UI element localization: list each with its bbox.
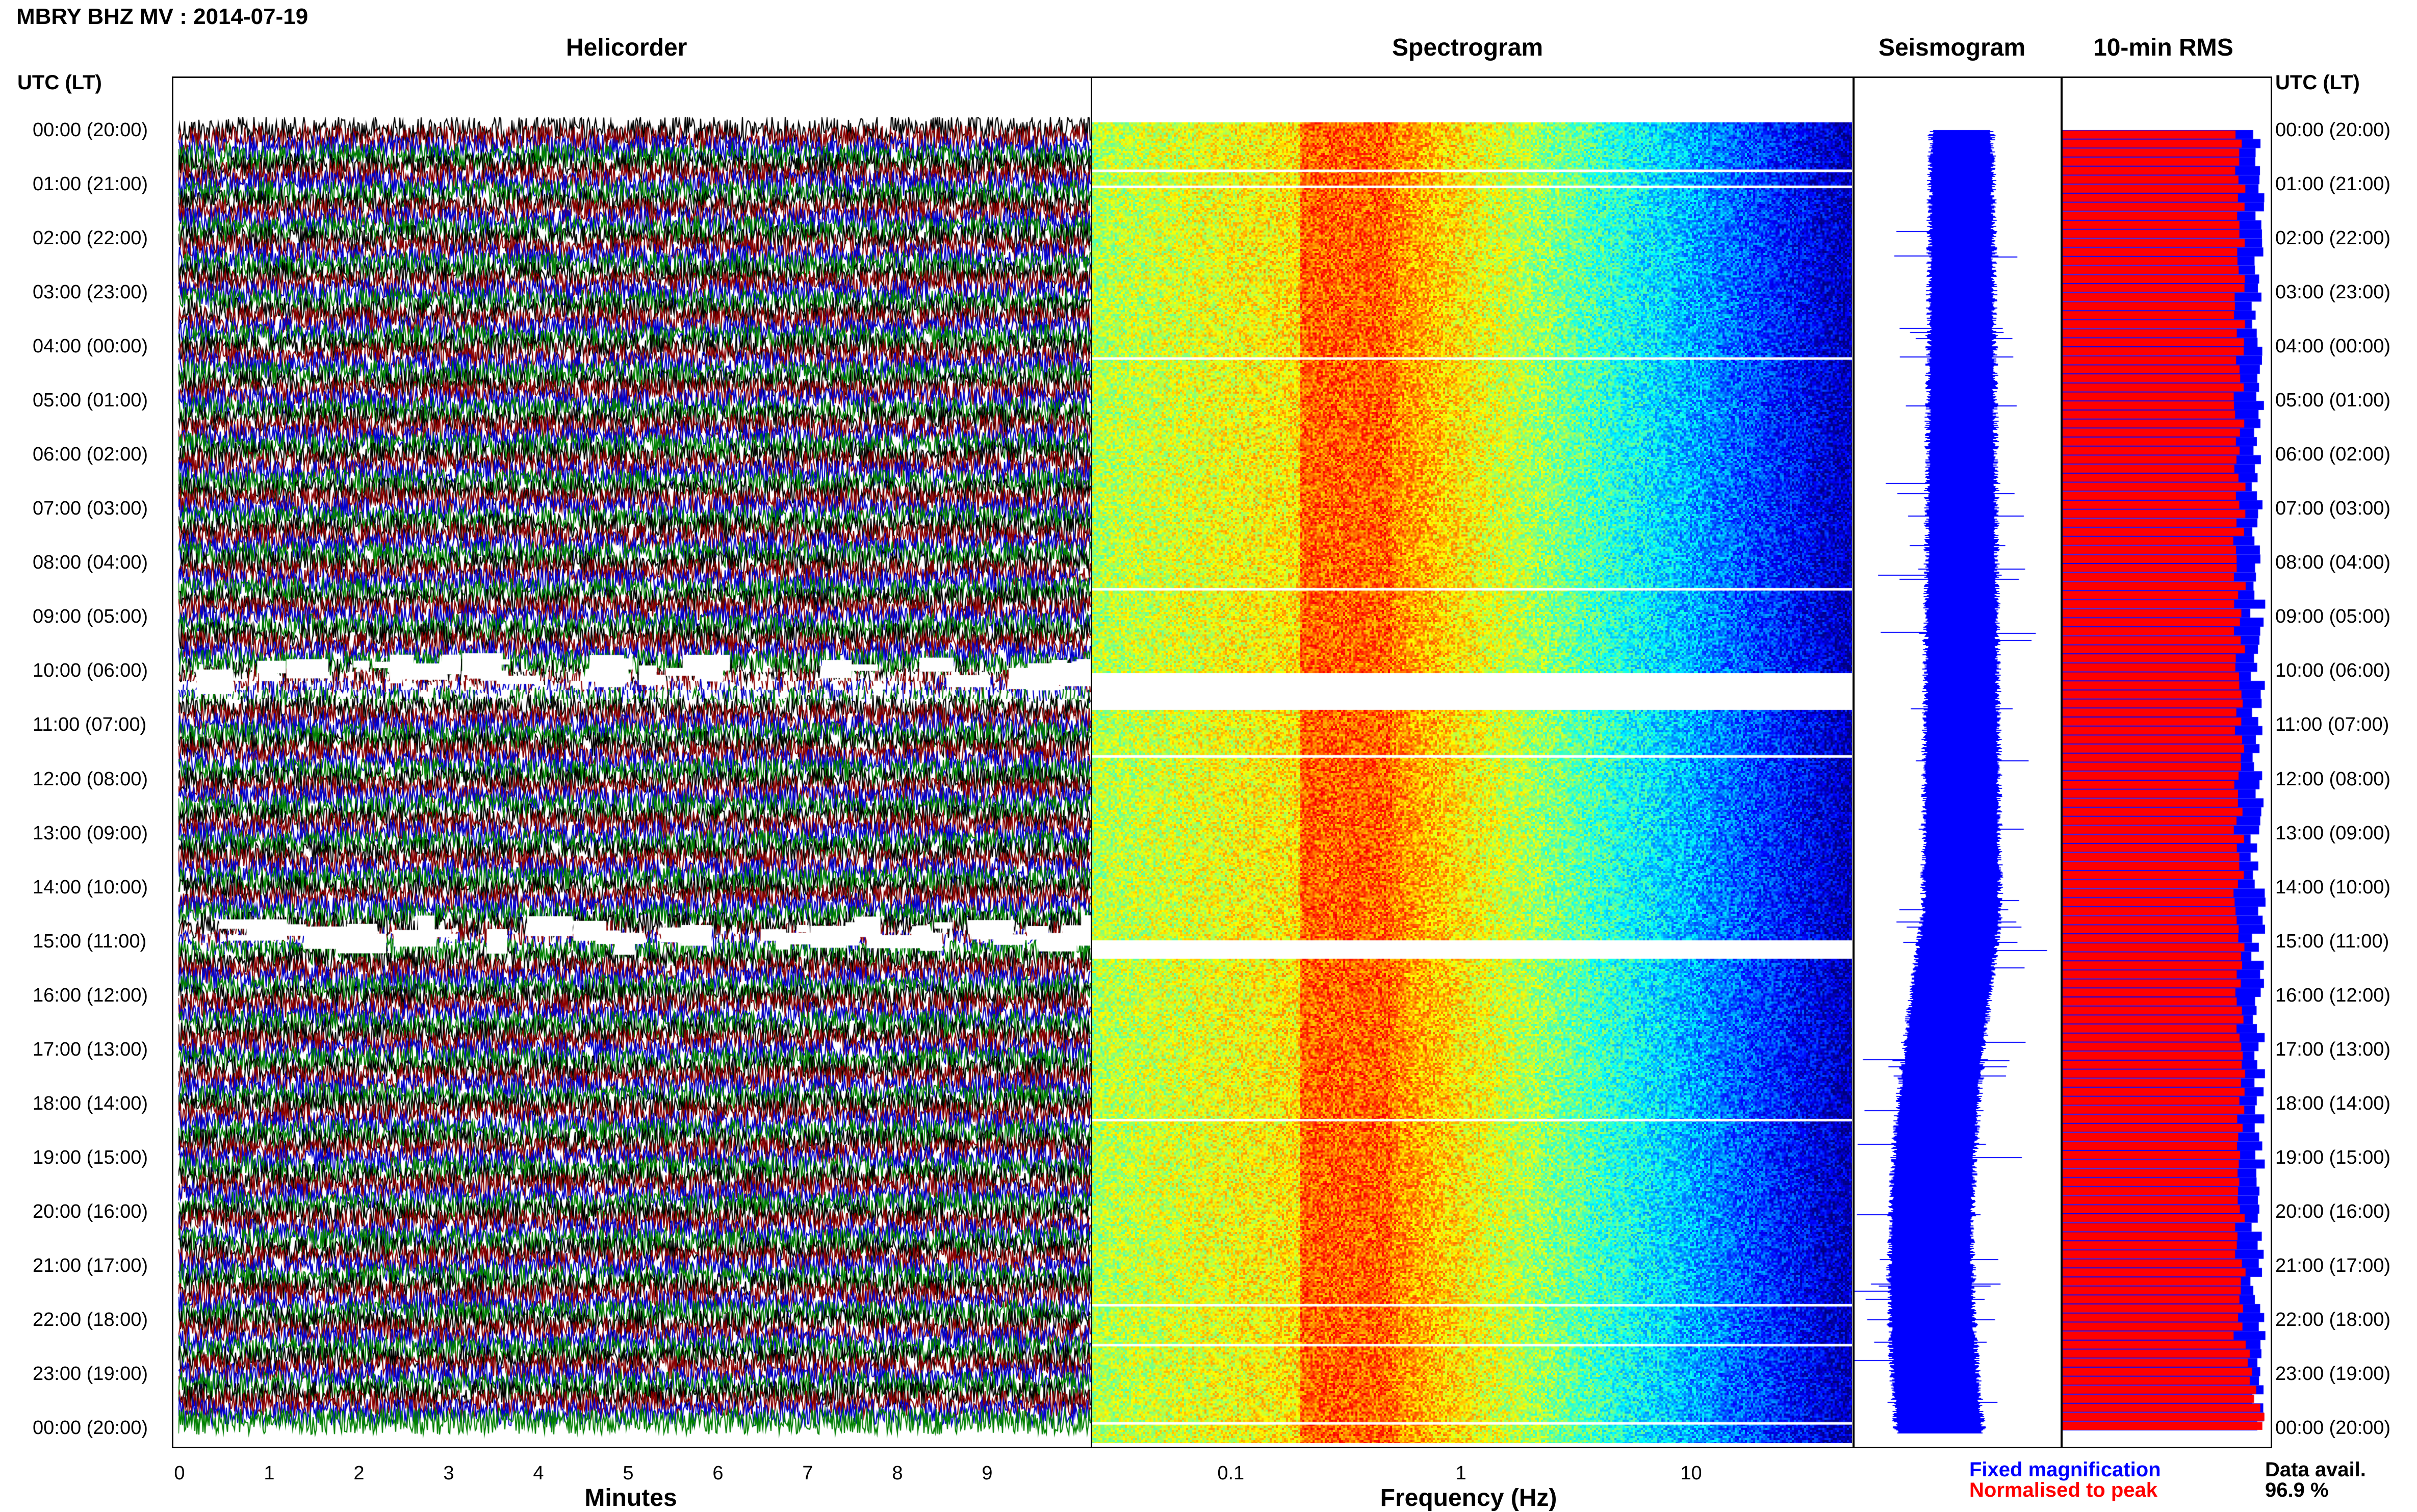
data-availability-label: Data avail. — [2265, 1458, 2366, 1481]
helicorder-plot — [178, 117, 1091, 1443]
helicorder-tick-7: 7 — [802, 1463, 813, 1484]
time-label-left-3: 03:00 (23:00) — [33, 281, 148, 303]
time-label-right-15: 15:00 (11:00) — [2275, 930, 2389, 952]
time-label-left-4: 04:00 (00:00) — [33, 336, 148, 357]
helicorder-tick-0: 0 — [174, 1463, 185, 1484]
legend-normalised-to-peak: Normalised to peak — [1969, 1479, 2158, 1501]
time-label-right-11: 11:00 (07:00) — [2275, 714, 2389, 736]
time-label-left-16: 16:00 (12:00) — [33, 984, 148, 1006]
time-label-right-9: 09:00 (05:00) — [2275, 606, 2391, 628]
time-label-left-24: 00:00 (20:00) — [33, 1417, 148, 1439]
time-label-right-1: 01:00 (21:00) — [2275, 173, 2391, 195]
time-label-left-20: 20:00 (16:00) — [33, 1200, 148, 1222]
time-label-right-20: 20:00 (16:00) — [2275, 1200, 2391, 1222]
time-label-right-8: 08:00 (04:00) — [2275, 552, 2391, 574]
time-label-left-6: 06:00 (02:00) — [33, 444, 148, 466]
time-label-left-14: 14:00 (10:00) — [33, 876, 148, 898]
time-label-right-13: 13:00 (09:00) — [2275, 822, 2391, 844]
time-label-left-22: 22:00 (18:00) — [33, 1309, 148, 1330]
time-label-right-7: 07:00 (03:00) — [2275, 498, 2391, 520]
helicorder-tick-5: 5 — [623, 1463, 634, 1484]
time-label-right-6: 06:00 (02:00) — [2275, 444, 2391, 466]
time-label-right-2: 02:00 (22:00) — [2275, 227, 2391, 249]
time-label-right-4: 04:00 (00:00) — [2275, 336, 2391, 357]
time-label-left-19: 19:00 (15:00) — [33, 1146, 148, 1168]
time-label-right-0: 00:00 (20:00) — [2275, 119, 2391, 141]
helicorder-xlabel: Minutes — [584, 1484, 677, 1511]
time-label-left-9: 09:00 (05:00) — [33, 606, 148, 628]
spectrogram-title: Spectrogram — [1392, 34, 1544, 61]
rms-title: 10-min RMS — [2093, 34, 2233, 61]
helicorder-tick-9: 9 — [982, 1463, 993, 1484]
station-title: MBRY BHZ MV : 2014-07-19 — [16, 4, 308, 29]
time-label-left-23: 23:00 (19:00) — [33, 1363, 148, 1385]
time-label-right-10: 10:00 (06:00) — [2275, 660, 2391, 682]
time-label-right-3: 03:00 (23:00) — [2275, 281, 2391, 303]
time-label-left-2: 02:00 (22:00) — [33, 227, 148, 249]
time-label-left-5: 05:00 (01:00) — [33, 390, 148, 412]
time-label-left-0: 00:00 (20:00) — [33, 119, 148, 141]
time-label-left-11: 11:00 (07:00) — [33, 714, 147, 736]
time-label-right-17: 17:00 (13:00) — [2275, 1038, 2391, 1060]
time-label-right-18: 18:00 (14:00) — [2275, 1092, 2391, 1114]
time-label-left-15: 15:00 (11:00) — [33, 930, 147, 952]
time-label-left-1: 01:00 (21:00) — [33, 173, 148, 195]
spectrogram-tick-1: 1 — [1455, 1463, 1467, 1484]
time-label-right-12: 12:00 (08:00) — [2275, 768, 2391, 790]
time-label-right-14: 14:00 (10:00) — [2275, 876, 2391, 898]
helicorder-tick-3: 3 — [443, 1463, 454, 1484]
time-label-right-21: 21:00 (17:00) — [2275, 1254, 2391, 1276]
spectrogram-plot — [1092, 122, 1852, 1443]
helicorder-tick-6: 6 — [712, 1463, 724, 1484]
helicorder-tick-4: 4 — [533, 1463, 544, 1484]
time-label-right-22: 22:00 (18:00) — [2275, 1309, 2391, 1330]
helicorder-tick-1: 1 — [264, 1463, 275, 1484]
data-availability-value: 96.9 % — [2265, 1479, 2329, 1501]
seismogram-title: Seismogram — [1879, 34, 2026, 61]
time-label-right-24: 00:00 (20:00) — [2275, 1417, 2391, 1439]
time-label-left-12: 12:00 (08:00) — [33, 768, 148, 790]
time-label-left-10: 10:00 (06:00) — [33, 660, 148, 682]
utc-header-right: UTC (LT) — [2275, 71, 2360, 94]
time-label-right-23: 23:00 (19:00) — [2275, 1363, 2391, 1385]
time-label-left-21: 21:00 (17:00) — [33, 1254, 148, 1276]
time-label-right-5: 05:00 (01:00) — [2275, 390, 2391, 412]
helicorder-title: Helicorder — [566, 34, 687, 61]
helicorder-tick-8: 8 — [892, 1463, 903, 1484]
time-label-left-17: 17:00 (13:00) — [33, 1038, 148, 1060]
time-label-right-16: 16:00 (12:00) — [2275, 984, 2391, 1006]
time-label-right-19: 19:00 (15:00) — [2275, 1146, 2391, 1168]
utc-header-left: UTC (LT) — [17, 71, 102, 94]
spectrogram-tick-10: 10 — [1680, 1463, 1702, 1484]
helicorder-tick-2: 2 — [353, 1463, 365, 1484]
spectrogram-xlabel: Frequency (Hz) — [1380, 1484, 1557, 1511]
time-label-left-8: 08:00 (04:00) — [33, 552, 148, 574]
spectrogram-tick-0.1: 0.1 — [1217, 1463, 1245, 1484]
time-label-left-13: 13:00 (09:00) — [33, 822, 148, 844]
legend-fixed-magnification: Fixed magnification — [1969, 1458, 2161, 1481]
seismogram-plot — [1855, 117, 2061, 1443]
time-label-left-18: 18:00 (14:00) — [33, 1092, 148, 1114]
time-label-left-7: 07:00 (03:00) — [33, 498, 148, 520]
rms-plot — [2063, 117, 2271, 1443]
